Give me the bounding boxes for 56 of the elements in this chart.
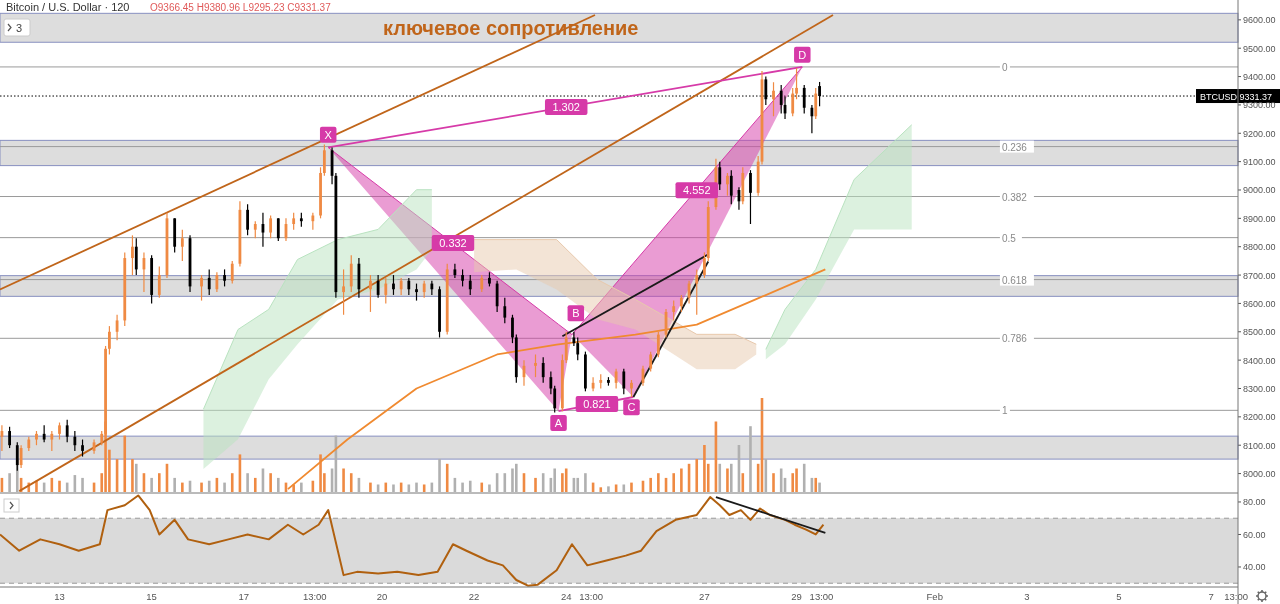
annotation: 1.302	[552, 100, 580, 113]
y-tick-label: 8000.00	[1243, 469, 1276, 480]
y-tick-label: 9200.00	[1243, 128, 1276, 139]
x-tick-label: 13:00	[302, 591, 327, 602]
annotation: 0.618	[1001, 274, 1028, 286]
annotation: 3	[16, 22, 23, 34]
y-tick-label: 8300.00	[1243, 384, 1276, 394]
chart-title: Bitcoin / U.S. Dollar · 120	[6, 1, 130, 13]
annotation: 0.821	[583, 398, 611, 411]
x-tick-label: 20	[376, 591, 388, 602]
y-tick-label: 9300.00	[1243, 100, 1276, 111]
x-tick-label: 17	[238, 591, 250, 602]
y-tick-label: 80.00	[1243, 497, 1266, 508]
y-tick-label: 8100.00	[1243, 440, 1276, 451]
x-tick-label: 3	[1024, 591, 1030, 602]
y-tick-label: 8800.00	[1243, 242, 1276, 253]
y-tick-label: 8500.00	[1243, 327, 1276, 338]
annotation: 1	[1001, 405, 1008, 417]
y-tick-label: 8600.00	[1243, 298, 1276, 309]
y-tick-label: 8700.00	[1243, 270, 1276, 281]
y-tick-label: 9600.00	[1243, 15, 1276, 26]
annotation: 0.236	[1001, 141, 1028, 153]
y-tick-label: 40.00	[1243, 562, 1266, 573]
x-tick-label: 27	[699, 591, 710, 602]
x-tick-label: 29	[791, 591, 802, 602]
y-tick-label: 9400.00	[1243, 72, 1276, 83]
annotation: 0.382	[1001, 191, 1028, 203]
x-tick-label: Feb	[926, 591, 943, 602]
x-tick-label: 13:00	[579, 591, 604, 602]
y-tick-label: 8900.00	[1243, 213, 1276, 224]
y-tick-label: 8200.00	[1243, 412, 1276, 423]
y-tick-label: 9500.00	[1243, 43, 1276, 54]
chart-subtitle: O9366.45 H9380.96 L9295.23 C9331.37	[150, 2, 332, 13]
x-tick-label: 13	[54, 591, 65, 602]
y-tick-label: 9000.00	[1243, 185, 1276, 196]
annotation: 4.552	[682, 184, 711, 197]
annotation: D	[798, 48, 807, 61]
x-tick-label: 7	[1208, 591, 1214, 602]
annotation: B	[572, 307, 580, 320]
y-tick-label: 9100.00	[1243, 157, 1276, 168]
annotation: 0.786	[1001, 333, 1028, 345]
annotation: 0	[1001, 61, 1008, 73]
x-tick-label: 24	[560, 591, 572, 602]
x-tick-label: 15	[146, 591, 157, 602]
x-tick-label: 13:00	[809, 591, 834, 602]
ref-line-label: BTCUSD 9331.37	[1200, 91, 1273, 102]
annotation: C	[627, 401, 636, 414]
annotation: 0.5	[1001, 232, 1017, 244]
annotation: 0.332	[439, 237, 467, 250]
x-tick-label: 5	[1116, 591, 1122, 602]
annotation: X	[324, 128, 333, 141]
x-tick-label: 13:00	[1224, 591, 1248, 602]
y-tick-label: 60.00	[1243, 529, 1266, 540]
annotation: A	[554, 417, 563, 430]
y-tick-label: 8400.00	[1243, 355, 1276, 366]
x-tick-label: 22	[468, 591, 480, 602]
